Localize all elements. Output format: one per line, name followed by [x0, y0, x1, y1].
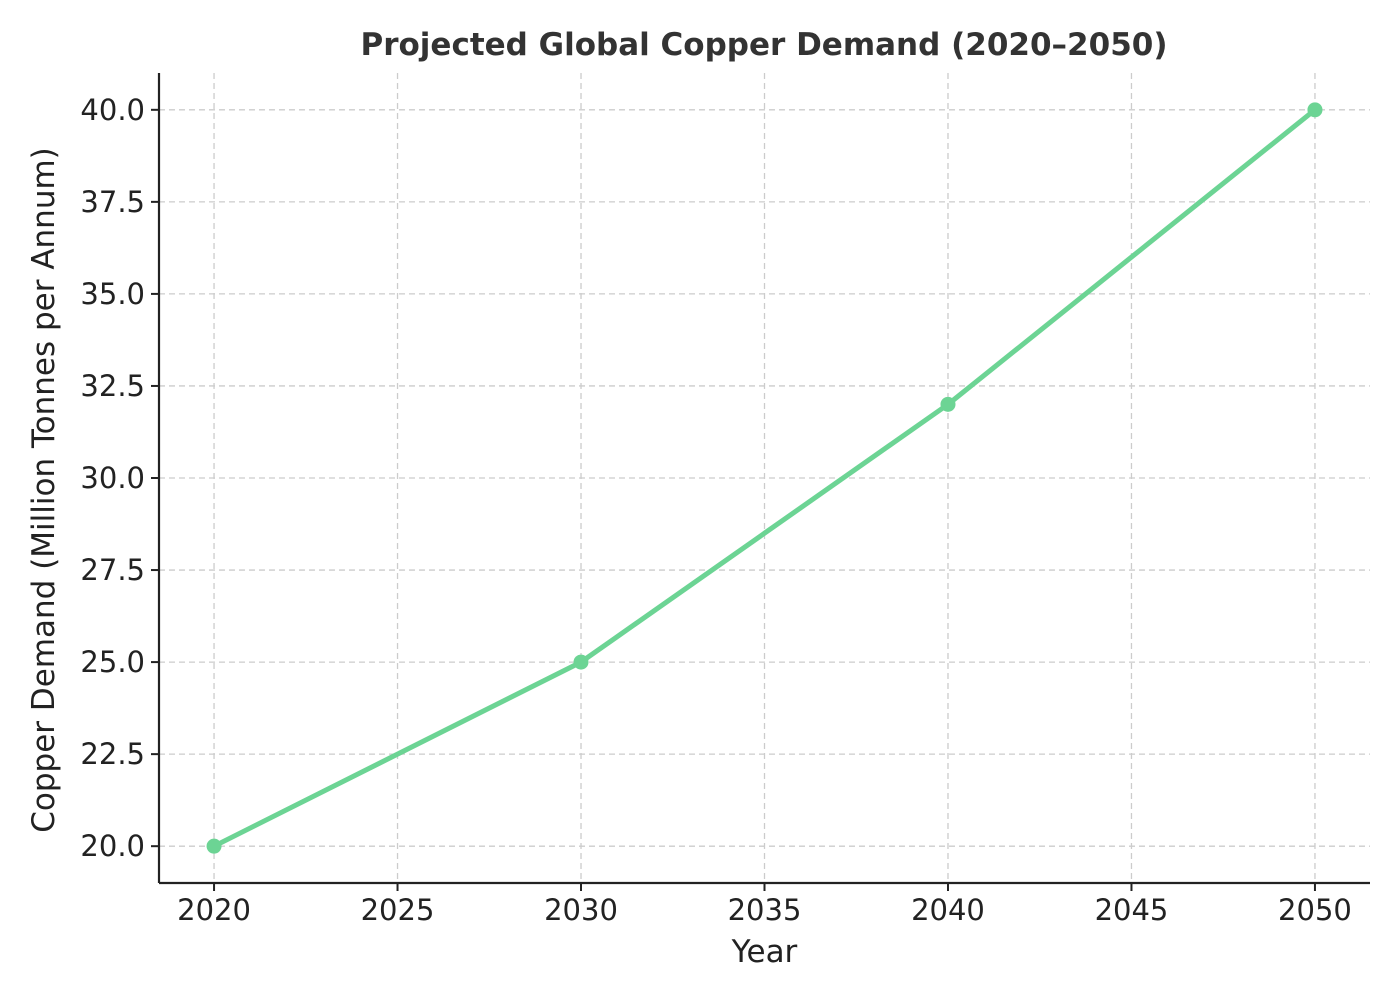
x-tick-label: 2035	[728, 893, 802, 927]
y-tick-label: 20.0	[80, 829, 145, 863]
y-tick-label: 25.0	[80, 645, 145, 679]
y-tick-label: 37.5	[80, 185, 145, 219]
x-tick-label: 2020	[177, 893, 251, 927]
data-point	[940, 396, 956, 412]
x-axis-label: Year	[731, 934, 798, 970]
x-tick-label: 2040	[911, 893, 985, 927]
y-tick-label: 27.5	[80, 553, 145, 587]
x-tick-label: 2025	[361, 893, 435, 927]
data-point	[206, 838, 222, 854]
y-axis-label: Copper Demand (Million Tonnes per Annum)	[26, 147, 62, 833]
chart-title: Projected Global Copper Demand (2020–205…	[360, 27, 1167, 63]
series-line	[211, 107, 1318, 849]
y-tick-label: 32.5	[80, 369, 145, 403]
x-tick-label: 2030	[544, 893, 618, 927]
grid	[159, 73, 1370, 883]
data-point	[1307, 102, 1323, 118]
data-point	[573, 654, 589, 670]
x-tick-label: 2045	[1095, 893, 1169, 927]
y-tick-label: 22.5	[80, 737, 145, 771]
y-tick-label: 40.0	[80, 93, 145, 127]
x-tick-label: 2050	[1278, 893, 1352, 927]
ticks: 2020 2025 2030 2035 2040 2045 2050 20.0 22.5 25.0…	[80, 93, 1351, 927]
y-tick-label: 35.0	[80, 277, 145, 311]
y-tick-label: 30.0	[80, 461, 145, 495]
series	[206, 102, 1323, 854]
